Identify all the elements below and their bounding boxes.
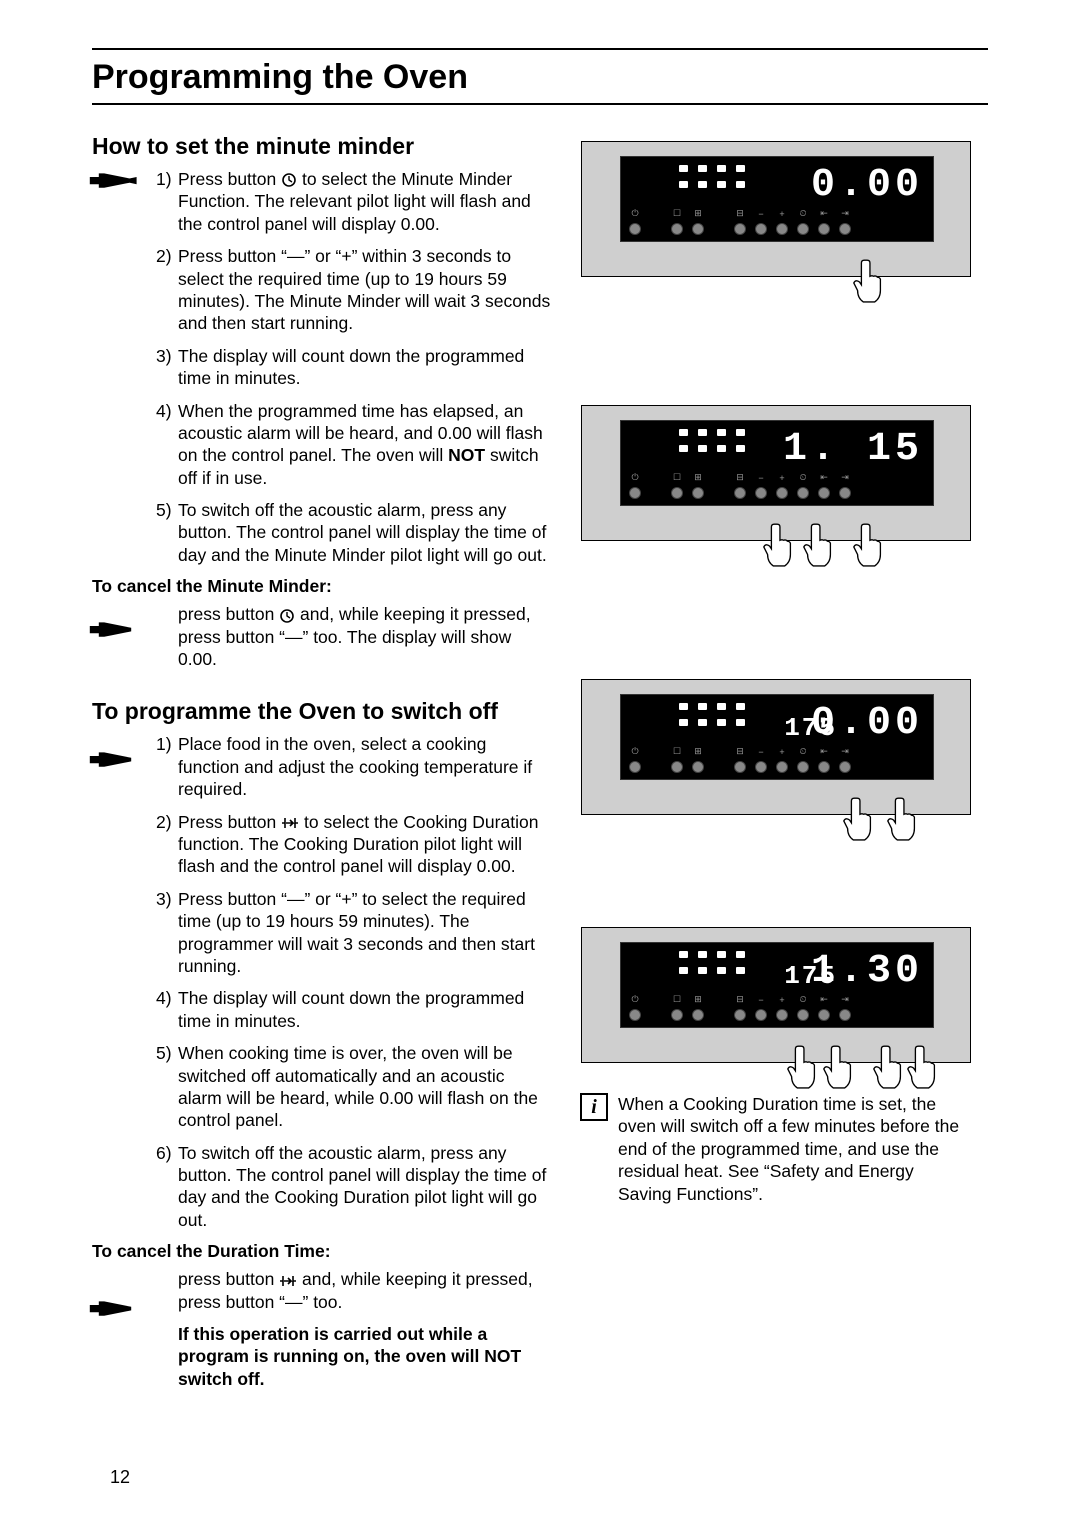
press-hand-icon bbox=[850, 522, 892, 575]
section1-heading: How to set the minute minder bbox=[92, 133, 552, 160]
clock-icon bbox=[279, 608, 295, 624]
pointing-hand-icon bbox=[88, 617, 142, 644]
s2-step1: 1)Place food in the oven, select a cooki… bbox=[156, 733, 552, 800]
time-display: 0.00 bbox=[811, 163, 923, 208]
section2-list: 1)Place food in the oven, select a cooki… bbox=[156, 733, 552, 1231]
s2-step2: 2)Press button to select the Cooking Dur… bbox=[156, 811, 552, 878]
time-display: 1. 15 bbox=[783, 427, 923, 472]
duration-icon bbox=[279, 1274, 297, 1288]
s1-cancel-text: press button and, while keeping it press… bbox=[156, 603, 552, 670]
s2-step6: 6)To switch off the acoustic alarm, pres… bbox=[156, 1142, 552, 1232]
press-hand-icon bbox=[800, 522, 842, 575]
s2-cancel-text: press button and, while keeping it press… bbox=[156, 1268, 552, 1313]
page-number: 12 bbox=[110, 1467, 130, 1488]
info-text: When a Cooking Duration time is set, the… bbox=[618, 1093, 972, 1205]
press-hand-icon bbox=[820, 1044, 862, 1097]
s1-step4: 4)When the programmed time has elapsed, … bbox=[156, 400, 552, 490]
pointing-hand-icon bbox=[88, 747, 142, 774]
press-hand-icon bbox=[850, 258, 892, 311]
control-panel: 0.00⏻☐⊞⊟−+⏲⇤⇥ bbox=[581, 141, 971, 277]
section1-list: 1)Press button to select the Minute Mind… bbox=[156, 168, 552, 566]
clock-icon bbox=[281, 172, 297, 188]
s2-cancel-heading: To cancel the Duration Time: bbox=[92, 1241, 552, 1262]
pointing-hand-icon bbox=[88, 1296, 142, 1323]
time-display: 1.30 bbox=[811, 949, 923, 994]
control-panel: 1751.30⏻☐⊞⊟−+⏲⇤⇥ bbox=[581, 927, 971, 1063]
time-display: 0.00 bbox=[811, 701, 923, 746]
s1-step1: 1)Press button to select the Minute Mind… bbox=[156, 168, 552, 235]
display-screen: 1. 15⏻☐⊞⊟−+⏲⇤⇥ bbox=[620, 420, 934, 506]
press-hand-icon bbox=[840, 796, 882, 849]
oven-panel-illustration: 1. 15⏻☐⊞⊟−+⏲⇤⇥ bbox=[580, 405, 972, 541]
section2-heading: To programme the Oven to switch off bbox=[92, 698, 552, 725]
s1-step5: 5)To switch off the acoustic alarm, pres… bbox=[156, 499, 552, 566]
top-rule bbox=[92, 48, 988, 50]
display-screen: 1751.30⏻☐⊞⊟−+⏲⇤⇥ bbox=[620, 942, 934, 1028]
press-hand-icon bbox=[884, 796, 926, 849]
s1-cancel-heading: To cancel the Minute Minder: bbox=[92, 576, 552, 597]
info-block: i When a Cooking Duration time is set, t… bbox=[580, 1093, 972, 1205]
info-icon: i bbox=[580, 1093, 608, 1121]
oven-panel-illustration: 0.00⏻☐⊞⊟−+⏲⇤⇥ bbox=[580, 141, 972, 277]
s2-cancel-bold: If this operation is carried out while a… bbox=[156, 1323, 552, 1390]
pointing-hand-icon bbox=[88, 168, 142, 195]
oven-panel-illustration: 1750.00⏻☐⊞⊟−+⏲⇤⇥ bbox=[580, 679, 972, 815]
display-screen: 1750.00⏻☐⊞⊟−+⏲⇤⇥ bbox=[620, 694, 934, 780]
control-panel: 1. 15⏻☐⊞⊟−+⏲⇤⇥ bbox=[581, 405, 971, 541]
s1-step2: 2)Press button “—” or “+” within 3 secon… bbox=[156, 245, 552, 335]
press-hand-icon bbox=[760, 522, 802, 575]
s2-step5: 5)When cooking time is over, the oven wi… bbox=[156, 1042, 552, 1132]
control-panel: 1750.00⏻☐⊞⊟−+⏲⇤⇥ bbox=[581, 679, 971, 815]
duration-icon bbox=[281, 816, 299, 830]
s1-step3: 3)The display will count down the progra… bbox=[156, 345, 552, 390]
display-screen: 0.00⏻☐⊞⊟−+⏲⇤⇥ bbox=[620, 156, 934, 242]
page-title: Programming the Oven bbox=[92, 58, 988, 97]
press-hand-icon bbox=[904, 1044, 946, 1097]
s2-step3: 3)Press button “—” or “+” to select the … bbox=[156, 888, 552, 978]
oven-panel-illustration: 1751.30⏻☐⊞⊟−+⏲⇤⇥ bbox=[580, 927, 972, 1063]
s2-step4: 4)The display will count down the progra… bbox=[156, 987, 552, 1032]
